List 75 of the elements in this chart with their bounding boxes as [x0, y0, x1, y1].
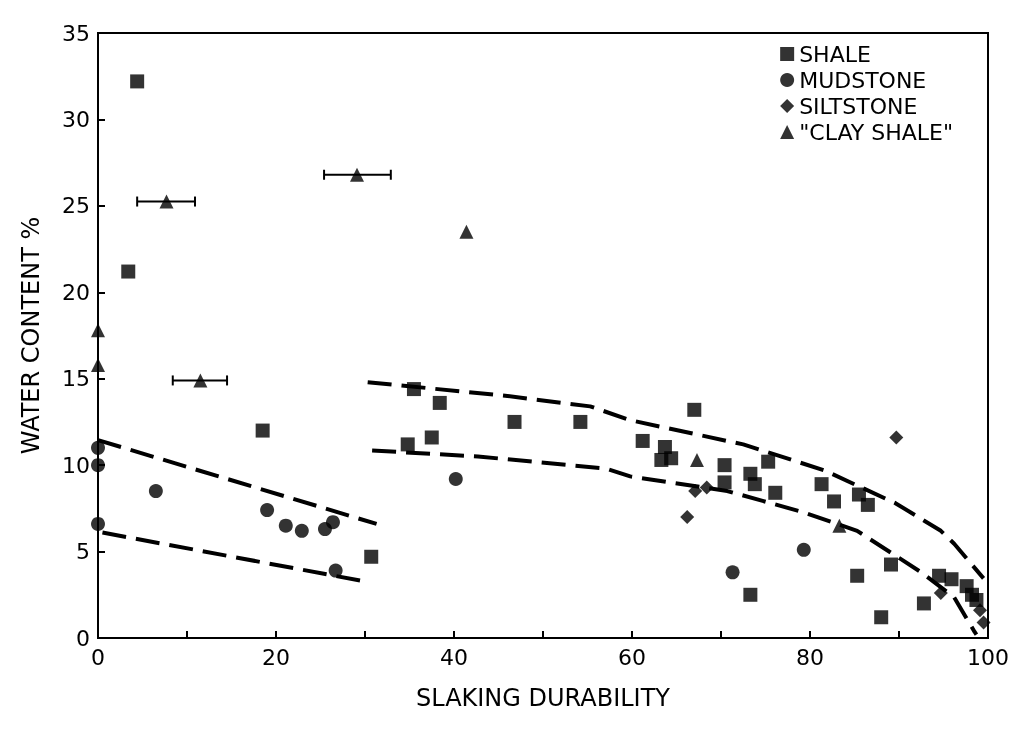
point [364, 549, 379, 564]
legend-label: "CLAY SHALE" [799, 119, 954, 145]
point [889, 430, 904, 445]
point [400, 437, 415, 452]
point [972, 603, 987, 618]
x-tick-label: 20 [262, 644, 290, 670]
point [874, 610, 889, 625]
x-tick-label: 40 [440, 644, 468, 670]
point [91, 440, 105, 455]
y-tick-label: 10 [62, 452, 90, 478]
point [969, 592, 984, 607]
point [768, 485, 783, 500]
point [725, 565, 740, 580]
point [573, 414, 588, 429]
point [635, 433, 650, 448]
legend-label: SHALE [799, 41, 871, 67]
point [850, 568, 865, 583]
line-series [365, 380, 986, 581]
point [260, 503, 275, 518]
point [680, 510, 695, 524]
point [933, 586, 948, 601]
point [424, 430, 439, 445]
y-tick-label: 35 [62, 20, 90, 46]
point [130, 74, 145, 89]
point [432, 395, 447, 410]
point [687, 402, 702, 417]
point [688, 484, 703, 499]
point [459, 224, 474, 239]
point [916, 596, 931, 611]
point [827, 494, 842, 509]
y-axis-title: WATER CONTENT % [17, 216, 45, 455]
point [121, 264, 136, 279]
point [664, 451, 679, 466]
y-tick-label: 15 [62, 366, 90, 392]
point [349, 167, 364, 182]
legend-label: MUDSTONE [799, 67, 927, 93]
point [325, 515, 340, 530]
y-tick-label: 5 [76, 539, 90, 565]
point [747, 477, 762, 492]
point [193, 373, 208, 388]
point [91, 323, 105, 338]
point [932, 568, 947, 583]
point [717, 458, 732, 473]
x-tick-label: 100 [967, 644, 1009, 670]
point [717, 475, 732, 490]
point [883, 557, 898, 572]
y-tick-label: 30 [62, 106, 90, 132]
point [148, 484, 163, 499]
point [328, 563, 343, 578]
point [159, 194, 174, 209]
point [860, 497, 875, 512]
point [278, 518, 293, 533]
point [743, 587, 758, 602]
point [507, 414, 522, 429]
y-tick-label: 20 [62, 279, 90, 305]
x-tick-label: 60 [618, 644, 646, 670]
x-tick-label: 80 [796, 644, 824, 670]
point [976, 615, 991, 630]
y-tick-label: 25 [62, 193, 90, 219]
point [699, 480, 714, 495]
point [796, 542, 811, 557]
point [255, 423, 270, 438]
point [448, 471, 463, 486]
legend-label: SILTSTONE [799, 93, 918, 119]
point [294, 523, 309, 538]
point [689, 452, 704, 467]
y-tick-label: 0 [76, 625, 90, 651]
point [91, 516, 105, 531]
point [761, 454, 776, 469]
point [406, 382, 421, 397]
point [814, 477, 829, 492]
point [832, 518, 847, 533]
x-axis-title: SLAKING DURABILITY [415, 684, 671, 712]
point [944, 572, 959, 587]
point [91, 458, 105, 473]
